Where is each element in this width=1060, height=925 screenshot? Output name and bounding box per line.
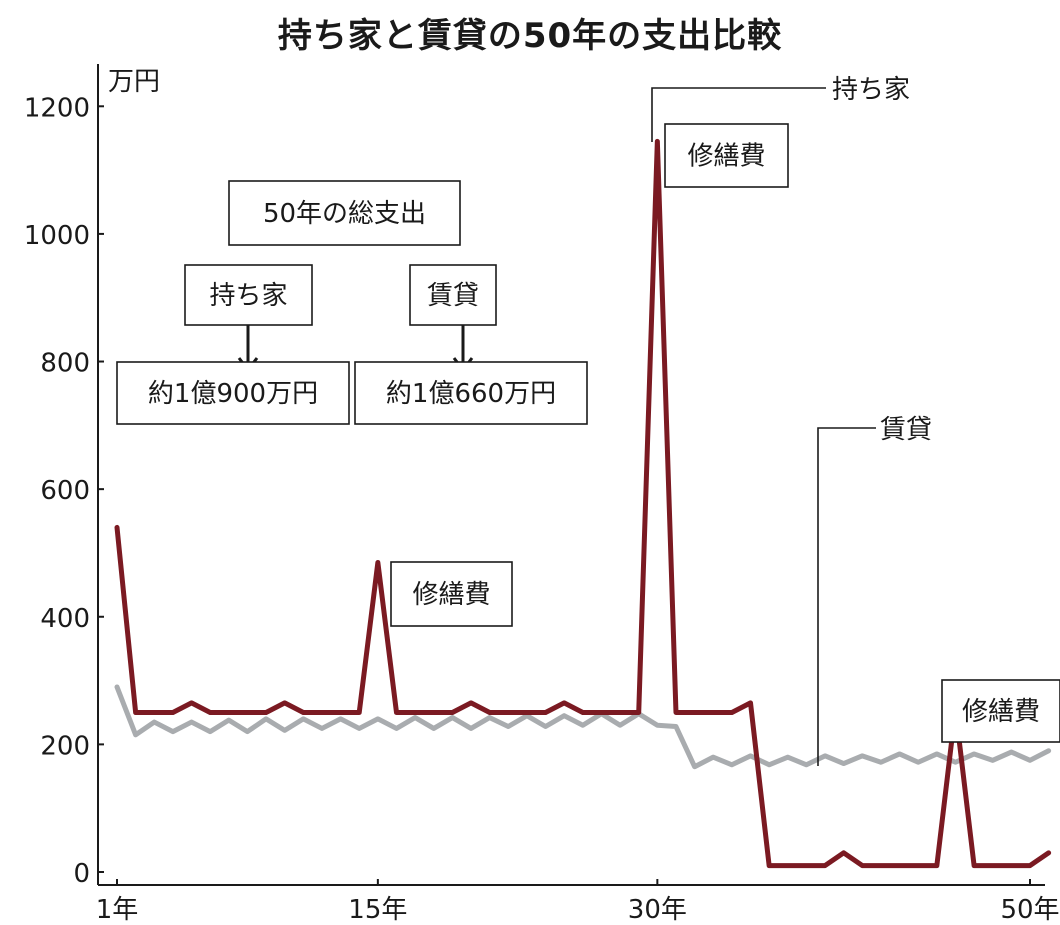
repair-label-15-box: [390, 561, 513, 627]
series-label-rent: 賃貸: [880, 415, 932, 445]
y-tick-label: 1200: [24, 93, 90, 123]
total-heading: 50年の総支出: [263, 199, 426, 229]
y-tick-label: 600: [40, 476, 90, 506]
owned-total-box: [116, 361, 350, 425]
total-heading-box: [228, 180, 461, 246]
rent-label: 賃貸: [427, 281, 479, 311]
x-tick-label: 1年: [96, 895, 139, 925]
rent-total: 約1億660万円: [386, 379, 556, 409]
x-tick-label: 15年: [348, 895, 407, 925]
chart-title: 持ち家と賃貸の50年の支出比較: [277, 16, 783, 56]
rent-leader-line: [817, 427, 876, 766]
series-line-rent: [114, 684, 1052, 770]
y-tick-label: 0: [73, 859, 90, 889]
repair-label-46: 修繕費: [962, 697, 1040, 727]
x-tick-label: 30年: [628, 895, 687, 925]
y-tick-label: 200: [40, 731, 90, 761]
repair-label-30: 修繕費: [687, 142, 765, 172]
owned-leader-line: [651, 87, 826, 142]
rent-total-box: [354, 361, 588, 425]
rent-label-box: [409, 264, 497, 326]
y-tick-label: 400: [40, 604, 90, 634]
y-tick-label: 1000: [24, 221, 90, 251]
owned-label: 持ち家: [209, 281, 287, 311]
axes: 万円: [97, 64, 1045, 886]
owned-label-box: [184, 264, 313, 326]
y-tick-label: 800: [40, 349, 90, 379]
owned-total: 約1億900万円: [148, 379, 318, 409]
series-lines: [114, 138, 1052, 869]
repair-label-46-box: [941, 679, 1060, 743]
y-axis-ticks: 0 200 400 600 800 1000 1200: [24, 93, 104, 889]
repair-label-15: 修繕費: [412, 580, 490, 610]
x-tick-label: 50年: [1000, 895, 1059, 925]
x-axis-ticks: 1年 15年 30年 50年: [96, 879, 1060, 925]
repair-label-30-box: [664, 123, 789, 188]
y-axis-unit: 万円: [108, 67, 160, 97]
series-label-owned: 持ち家: [832, 75, 910, 105]
